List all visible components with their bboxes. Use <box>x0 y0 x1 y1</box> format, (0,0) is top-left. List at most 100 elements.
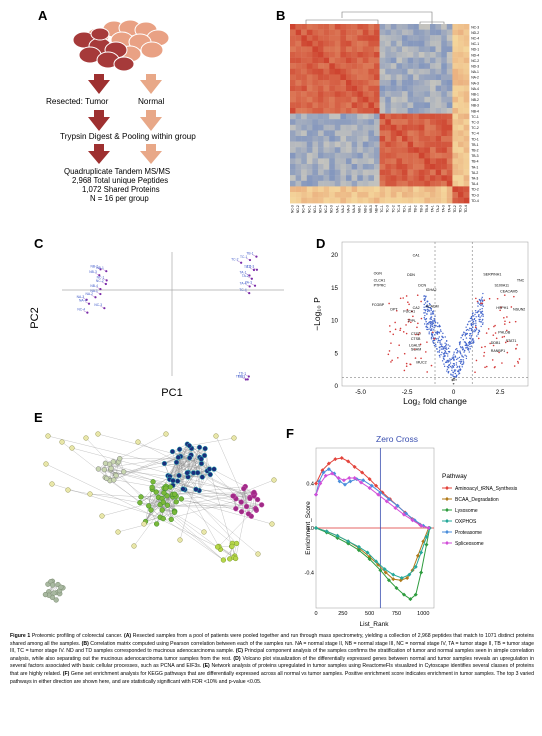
heatmap-cell <box>351 147 358 153</box>
volcano-point <box>467 348 469 350</box>
volcano-point <box>425 309 427 311</box>
heatmap-cell <box>441 102 447 109</box>
volcano-point <box>429 304 431 306</box>
volcano-point <box>423 323 426 325</box>
heatmap-cell <box>396 124 403 131</box>
gsea-ylabel: Enrichment_Score <box>305 501 312 555</box>
volcano-point <box>430 312 432 314</box>
volcano-point <box>405 324 407 326</box>
pca-point-label: TA-3 <box>245 281 252 285</box>
heatmap-cell <box>295 192 302 198</box>
panel-f-letter: F <box>286 426 294 441</box>
panel-e-network <box>42 431 277 603</box>
volcano-point <box>480 304 482 307</box>
heatmap-cell <box>458 136 464 142</box>
heatmap-col-label: TC-2 <box>391 205 395 213</box>
heatmap-cell <box>385 91 391 97</box>
heatmap-cell <box>463 136 470 142</box>
volcano-point <box>424 302 427 304</box>
network-node <box>173 459 180 465</box>
heatmap-cell <box>318 57 324 64</box>
volcano-point <box>443 347 445 350</box>
heatmap-cell <box>379 158 386 165</box>
network-node <box>65 487 71 493</box>
volcano-point <box>462 338 464 341</box>
network-node <box>104 475 110 482</box>
heatmap-cell <box>368 113 375 120</box>
volcano-gene-label: SERPINH1 <box>483 272 501 276</box>
volcano-point <box>471 340 473 342</box>
heatmap-cell <box>413 186 419 193</box>
volcano-point <box>459 359 462 361</box>
heatmap-cell <box>301 63 307 69</box>
network-edge <box>191 448 198 473</box>
volcano-point <box>440 330 442 333</box>
heatmap-cell <box>334 40 341 47</box>
volcano-point <box>495 337 498 340</box>
heatmap-cell <box>430 46 436 53</box>
heatmap-cell <box>385 80 391 86</box>
volcano-point <box>465 332 467 334</box>
network-node <box>51 590 57 596</box>
heatmap-cell <box>340 158 347 165</box>
pca-leader <box>243 377 248 380</box>
heatmap-cell <box>396 85 403 92</box>
heatmap-col-label: TD-2 <box>453 205 457 213</box>
heatmap-cell <box>418 141 425 148</box>
pca-point <box>103 307 106 310</box>
volcano-point <box>446 370 448 372</box>
network-node <box>137 500 143 506</box>
heatmap-cell <box>435 197 442 204</box>
heatmap-cell <box>452 52 459 58</box>
heatmap-cell <box>396 91 403 97</box>
heatmap-cell <box>413 180 419 187</box>
heatmap-cell <box>396 113 403 120</box>
heatmap-row-label: ND-2 <box>471 31 479 35</box>
volcano-point <box>448 364 450 367</box>
heatmap-cell <box>446 186 453 193</box>
heatmap-cell <box>385 57 391 64</box>
gsea-point <box>374 559 379 564</box>
heatmap-cell <box>306 147 313 153</box>
heatmap-cell <box>295 80 302 86</box>
volcano-point <box>434 321 437 323</box>
pca-point-label: NC-3 <box>94 303 102 307</box>
heatmap-cell <box>318 52 324 58</box>
heatmap-cell <box>374 29 380 36</box>
network-node <box>113 472 119 479</box>
heatmap-cell <box>306 169 313 176</box>
volcano-point <box>441 335 443 338</box>
heatmap-cell <box>390 96 397 103</box>
heatmap-cell <box>346 175 352 181</box>
gsea-series-line <box>315 527 431 600</box>
gsea-point <box>401 592 406 597</box>
network-edge <box>169 445 190 477</box>
heatmap-row-label: NC-3 <box>471 25 479 29</box>
volcano-point <box>480 298 483 300</box>
heatmap-cell <box>407 29 414 36</box>
volcano-point <box>485 365 488 368</box>
volcano-point <box>478 318 480 321</box>
heatmap-col-label: NB-3 <box>369 205 373 213</box>
heatmap-cell <box>463 197 470 204</box>
heatmap-cell <box>290 113 296 120</box>
volcano-point <box>392 333 395 336</box>
heatmap-cell <box>357 52 363 58</box>
heatmap-cell <box>379 113 386 120</box>
heatmap-cell <box>301 141 307 148</box>
volcano-point <box>451 369 453 372</box>
gsea-legend-marker <box>445 486 449 490</box>
volcano-point <box>436 351 439 353</box>
heatmap-cell <box>402 52 408 58</box>
heatmap-cell <box>368 40 375 47</box>
heatmap-cell <box>446 152 453 159</box>
heatmap-cell <box>290 147 296 153</box>
heatmap-cell <box>396 169 403 176</box>
heatmap-cell <box>362 197 369 204</box>
heatmap-cell <box>301 147 307 153</box>
volcano-point <box>443 346 446 348</box>
volcano-point <box>431 328 433 330</box>
volcano-point <box>414 357 417 359</box>
heatmap-cell <box>452 158 459 165</box>
